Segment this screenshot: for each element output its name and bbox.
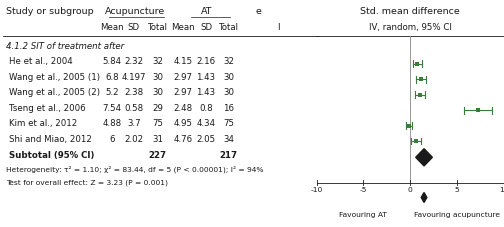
Text: 4.15: 4.15 [173,57,193,67]
Text: 4.95: 4.95 [173,119,193,128]
Text: IV, random, 95% CI: IV, random, 95% CI [369,23,452,32]
Text: -5: -5 [360,187,367,193]
Text: Subtotal (95% CI): Subtotal (95% CI) [9,151,94,160]
Text: 30: 30 [223,88,234,97]
Text: 75: 75 [152,119,163,128]
Text: -10: -10 [310,187,323,193]
Text: 2.16: 2.16 [197,57,216,67]
Text: 2.05: 2.05 [197,135,216,144]
Text: 2.97: 2.97 [173,88,193,97]
Text: 32: 32 [223,57,234,67]
Text: 29: 29 [152,104,163,113]
Text: 7.54: 7.54 [102,104,121,113]
Text: Total: Total [219,23,239,32]
Text: 2.38: 2.38 [124,88,144,97]
Text: 0.8: 0.8 [199,104,213,113]
Text: Wang et al., 2005 (2): Wang et al., 2005 (2) [9,88,100,97]
Text: 2.02: 2.02 [124,135,144,144]
Text: 5.84: 5.84 [102,57,121,67]
Text: Tseng et al., 2006: Tseng et al., 2006 [9,104,86,113]
Text: 2.32: 2.32 [124,57,144,67]
Text: 31: 31 [152,135,163,144]
Text: 30: 30 [152,73,163,82]
Text: 6: 6 [109,135,114,144]
Polygon shape [416,149,432,166]
Text: SD: SD [200,23,212,32]
Text: 4.1.2 SIT of treatment after: 4.1.2 SIT of treatment after [6,42,124,51]
Text: 4.88: 4.88 [102,119,121,128]
Text: Favouring acupuncture: Favouring acupuncture [414,212,500,218]
Text: Acupuncture: Acupuncture [105,7,166,16]
Text: 217: 217 [220,151,238,160]
Text: AT: AT [201,7,212,16]
Text: 5.2: 5.2 [105,88,118,97]
Text: Total: Total [148,23,168,32]
Text: 5: 5 [455,187,460,193]
Text: 4.76: 4.76 [173,135,193,144]
Text: I: I [277,23,279,32]
Text: Favouring AT: Favouring AT [340,212,387,218]
Text: Mean: Mean [100,23,123,32]
Text: Std. mean difference: Std. mean difference [360,7,460,16]
Text: 30: 30 [152,88,163,97]
Text: SD: SD [128,23,140,32]
Text: 4.34: 4.34 [197,119,216,128]
Text: 2.97: 2.97 [173,73,193,82]
Text: 0: 0 [408,187,413,193]
Polygon shape [421,192,427,202]
Text: 75: 75 [223,119,234,128]
Text: He et al., 2004: He et al., 2004 [9,57,73,67]
Text: Study or subgroup: Study or subgroup [6,7,93,16]
Text: 1.43: 1.43 [197,88,216,97]
Text: 1.43: 1.43 [197,73,216,82]
Text: 16: 16 [223,104,234,113]
Text: Test for overall effect: Z = 3.23 (P = 0.001): Test for overall effect: Z = 3.23 (P = 0… [6,179,168,186]
Text: Mean: Mean [171,23,195,32]
Text: 4.197: 4.197 [121,73,146,82]
Text: 0.58: 0.58 [124,104,144,113]
Text: Wang et al., 2005 (1): Wang et al., 2005 (1) [9,73,100,82]
Text: 32: 32 [152,57,163,67]
Text: 30: 30 [223,73,234,82]
Text: 3.7: 3.7 [127,119,141,128]
Text: 34: 34 [223,135,234,144]
Text: 227: 227 [149,151,167,160]
Text: 6.8: 6.8 [105,73,118,82]
Text: e: e [256,7,262,16]
Text: Heterogeneity: τ² = 1.10; χ² = 83.44, df = 5 (P < 0.00001); I² = 94%: Heterogeneity: τ² = 1.10; χ² = 83.44, df… [6,166,263,173]
Text: Shi and Miao, 2012: Shi and Miao, 2012 [9,135,92,144]
Text: 2.48: 2.48 [173,104,193,113]
Text: 10: 10 [499,187,504,193]
Text: Kim et al., 2012: Kim et al., 2012 [9,119,77,128]
